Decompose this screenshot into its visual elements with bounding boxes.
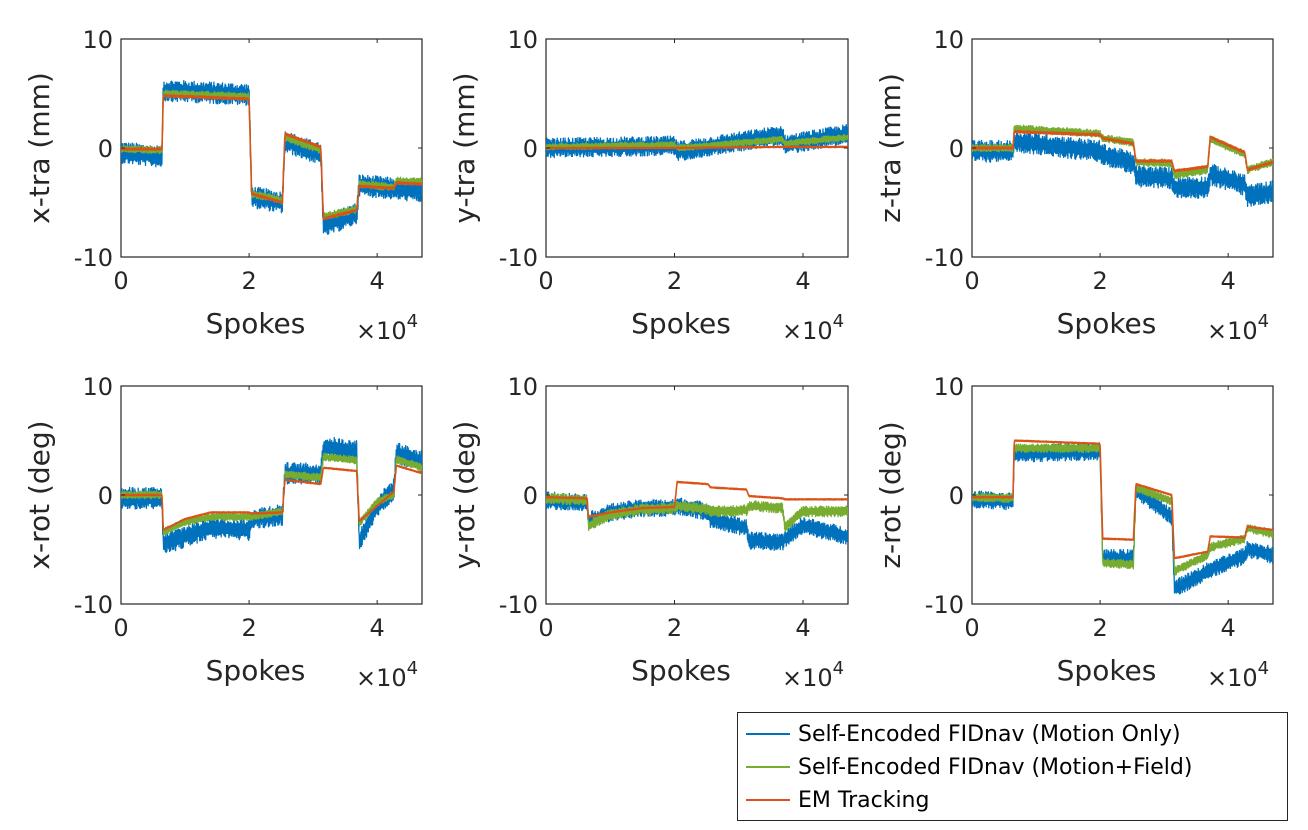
series-line-em-tracking xyxy=(972,439,1273,560)
legend-swatch-motion-only xyxy=(746,733,790,735)
y-axis-label: x-tra (mm) xyxy=(23,72,56,224)
y-tick-label: 10 xyxy=(82,373,113,401)
x-tick-label: 0 xyxy=(113,267,128,295)
x-tick-label: 4 xyxy=(1221,267,1236,295)
series-line-self-encoded-fidnav-motion-field- xyxy=(972,443,1273,576)
y-tick-label: 10 xyxy=(507,26,538,54)
y-tick-label: 0 xyxy=(949,482,964,510)
x-tick-label: 4 xyxy=(370,614,385,642)
series-group xyxy=(972,439,1273,595)
x-tick-label: 2 xyxy=(667,614,682,642)
series-line-self-encoded-fidnav-motion-field- xyxy=(546,493,848,533)
y-axis-label: y-tra (mm) xyxy=(448,72,481,223)
x-tick-label: 4 xyxy=(795,267,810,295)
x-axis-label: Spokes xyxy=(631,654,731,687)
y-tick-label: 10 xyxy=(933,26,964,54)
y-tick-label: 0 xyxy=(949,135,964,163)
axes-box xyxy=(545,385,849,605)
axes-box xyxy=(971,385,1274,605)
y-tick-label: 0 xyxy=(98,482,113,510)
x-axis-multiplier: ×104 xyxy=(356,311,418,345)
y-tick-label: -10 xyxy=(925,591,964,619)
legend-entry: Self-Encoded FIDnav (Motion+Field) xyxy=(746,752,1192,782)
x-axis-label: Spokes xyxy=(206,307,306,340)
series-line-self-encoded-fidnav-motion-field- xyxy=(546,133,848,152)
series-line-self-encoded-fidnav-motion-field- xyxy=(972,124,1273,180)
legend-label-motion-field: Self-Encoded FIDnav (Motion+Field) xyxy=(798,754,1193,780)
x-axis-multiplier: ×104 xyxy=(782,311,844,345)
series-line-em-tracking xyxy=(546,480,848,518)
x-axis-multiplier: ×104 xyxy=(1207,658,1269,692)
x-axis-multiplier: ×104 xyxy=(782,658,844,692)
y-tick-label: -10 xyxy=(499,591,538,619)
x-tick-label: 4 xyxy=(795,614,810,642)
y-tick-label: 0 xyxy=(523,482,538,510)
x-tick-label: 2 xyxy=(241,267,256,295)
x-tick-label: 0 xyxy=(113,614,128,642)
y-tick-label: 10 xyxy=(507,373,538,401)
y-tick-label: 0 xyxy=(523,135,538,163)
series-group xyxy=(546,124,848,162)
x-tick-label: 2 xyxy=(1092,267,1107,295)
series-line-em-tracking xyxy=(546,145,848,150)
series-group xyxy=(121,79,422,236)
axes-box xyxy=(120,385,423,605)
x-tick-label: 2 xyxy=(241,614,256,642)
series-group xyxy=(546,480,848,551)
legend-entry: Self-Encoded FIDnav (Motion Only) xyxy=(746,719,1181,749)
x-tick-label: 4 xyxy=(1221,614,1236,642)
y-axis-label: z-rot (deg) xyxy=(874,421,907,568)
y-tick-label: -10 xyxy=(74,244,113,272)
x-tick-label: 0 xyxy=(538,267,553,295)
legend-entry: EM Tracking xyxy=(746,785,929,815)
x-tick-label: 4 xyxy=(370,267,385,295)
x-tick-label: 2 xyxy=(1092,614,1107,642)
x-axis-label: Spokes xyxy=(1057,654,1157,687)
y-tick-label: -10 xyxy=(74,591,113,619)
x-axis-multiplier: ×104 xyxy=(356,658,418,692)
legend-swatch-motion-field xyxy=(746,766,790,768)
x-tick-label: 2 xyxy=(667,267,682,295)
y-tick-label: 10 xyxy=(82,26,113,54)
x-tick-label: 0 xyxy=(964,614,979,642)
x-axis-label: Spokes xyxy=(631,307,731,340)
series-line-em-tracking xyxy=(972,129,1273,173)
series-group xyxy=(121,437,422,554)
series-line-em-tracking xyxy=(121,93,422,221)
x-axis-label: Spokes xyxy=(1057,307,1157,340)
y-tick-label: 10 xyxy=(933,373,964,401)
x-axis-label: Spokes xyxy=(206,654,306,687)
x-tick-label: 0 xyxy=(538,614,553,642)
series-line-em-tracking xyxy=(121,464,422,531)
series-line-self-encoded-fidnav-motion-only- xyxy=(972,131,1273,207)
y-axis-label: z-tra (mm) xyxy=(874,73,907,223)
axes-box xyxy=(120,38,423,258)
y-axis-label: y-rot (deg) xyxy=(448,421,481,570)
series-group xyxy=(972,124,1273,207)
y-tick-label: 0 xyxy=(98,135,113,163)
x-tick-label: 0 xyxy=(964,267,979,295)
y-axis-label: x-rot (deg) xyxy=(23,420,56,569)
legend: Self-Encoded FIDnav (Motion Only) Self-E… xyxy=(737,712,1288,821)
series-line-self-encoded-fidnav-motion-field- xyxy=(121,452,422,536)
y-tick-label: -10 xyxy=(499,244,538,272)
y-tick-label: -10 xyxy=(925,244,964,272)
legend-label-motion-only: Self-Encoded FIDnav (Motion Only) xyxy=(798,721,1181,747)
legend-swatch-em-tracking xyxy=(746,799,790,801)
x-axis-multiplier: ×104 xyxy=(1207,311,1269,345)
series-line-self-encoded-fidnav-motion-only- xyxy=(972,442,1273,595)
legend-label-em-tracking: EM Tracking xyxy=(798,787,930,813)
